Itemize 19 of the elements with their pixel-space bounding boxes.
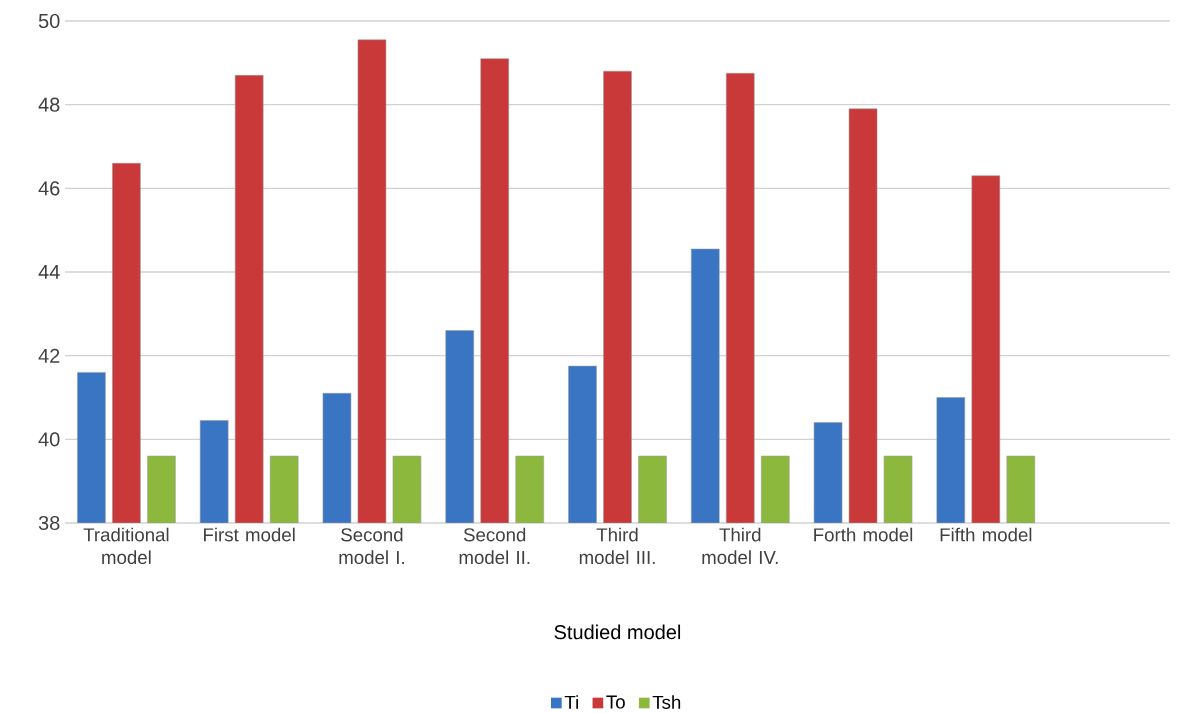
y-tick-label: 42 <box>38 348 60 363</box>
y-tick-label: 44 <box>38 265 60 279</box>
x-tick-label: Forth model <box>814 527 913 542</box>
y-tick-label: 48 <box>38 97 60 112</box>
x-tick-label: Traditional model <box>83 527 169 565</box>
x-tick-label: Second model II. <box>459 527 530 565</box>
y-tick-label: 50 <box>38 13 60 29</box>
x-tick-label: Fifth model <box>940 527 1032 542</box>
x-tick-label: Third model IV. <box>702 527 778 565</box>
y-tick-label: 46 <box>38 181 60 196</box>
legend-label: Ti <box>564 695 578 709</box>
x-tick-label: First model <box>204 527 295 542</box>
y-tick-label: 40 <box>38 432 60 447</box>
x-axis-title: Studied model <box>554 624 681 640</box>
legend-label: To <box>606 695 625 709</box>
legend-label: Tsh <box>652 695 681 709</box>
x-tick-label: Second model I. <box>339 527 404 565</box>
x-tick-label: Third model III. <box>579 527 655 565</box>
y-tick-label: 38 <box>38 515 60 531</box>
